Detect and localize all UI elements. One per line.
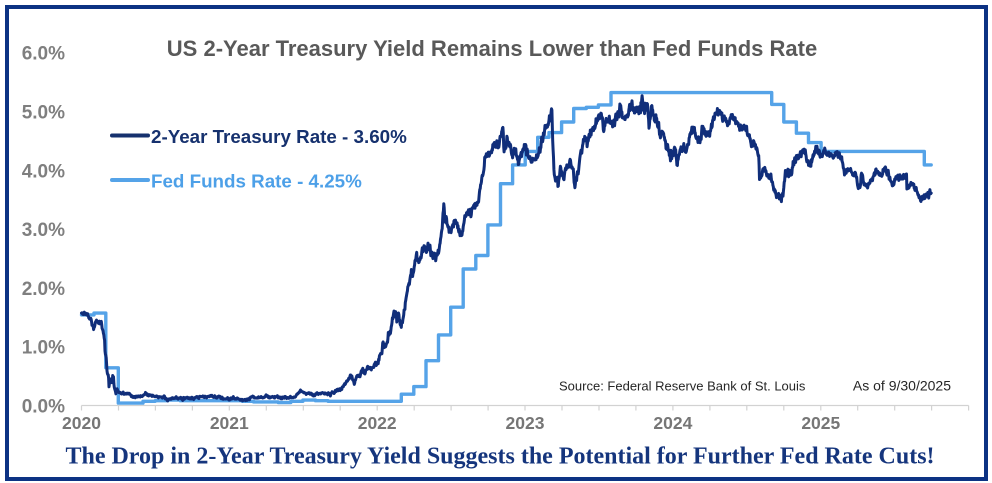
svg-text:4.0%: 4.0% [22,161,65,182]
svg-text:2021: 2021 [210,413,249,433]
svg-text:0.0%: 0.0% [22,397,65,418]
svg-text:2-Year Treasury Rate - 3.60%: 2-Year Treasury Rate - 3.60% [151,126,407,147]
svg-text:2022: 2022 [358,413,397,433]
svg-text:As of 9/30/2025: As of 9/30/2025 [853,378,951,394]
svg-text:The Drop in 2-Year Treasury Yi: The Drop in 2-Year Treasury Yield Sugges… [65,444,934,470]
svg-text:2024: 2024 [653,413,692,433]
svg-text:2025: 2025 [801,413,840,433]
svg-text:2023: 2023 [506,413,545,433]
svg-text:Source: Federal Reserve Bank o: Source: Federal Reserve Bank of St. Loui… [559,379,806,394]
svg-text:2.0%: 2.0% [22,279,65,300]
svg-text:3.0%: 3.0% [22,220,65,241]
svg-text:2020: 2020 [62,413,101,433]
svg-text:5.0%: 5.0% [22,103,65,124]
svg-text:6.0%: 6.0% [22,44,65,65]
svg-text:1.0%: 1.0% [22,338,65,359]
svg-text:Fed Funds Rate - 4.25%: Fed Funds Rate - 4.25% [151,171,362,192]
svg-text:US 2-Year Treasury Yield Remai: US 2-Year Treasury Yield Remains Lower t… [167,36,817,61]
